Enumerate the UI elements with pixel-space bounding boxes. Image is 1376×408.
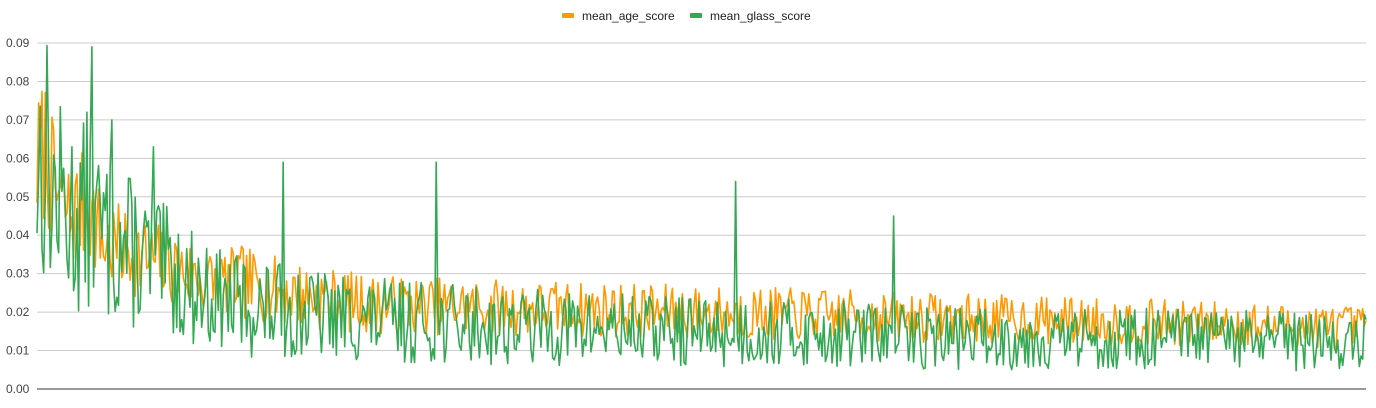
series-line-mean-glass-score <box>36 44 1367 372</box>
legend-label-glass: mean_glass_score <box>710 9 811 23</box>
y-tick-label: 0.03 <box>6 267 30 281</box>
y-tick-label: 0.00 <box>6 382 30 396</box>
legend-item-glass[interactable]: mean_glass_score <box>690 9 811 23</box>
legend-label-age: mean_age_score <box>582 9 675 23</box>
gridlines <box>37 42 1366 352</box>
y-tick-label: 0.04 <box>6 228 30 242</box>
legend-swatch-glass <box>690 13 702 18</box>
series-layer <box>36 44 1367 372</box>
legend: mean_age_score mean_glass_score <box>562 9 811 23</box>
y-tick-label: 0.09 <box>6 36 30 50</box>
y-tick-label: 0.08 <box>6 74 30 88</box>
y-tick-label: 0.05 <box>6 190 30 204</box>
legend-swatch-age <box>562 13 574 18</box>
series-line-mean-age-score <box>36 90 1367 350</box>
y-tick-label: 0.02 <box>6 305 30 319</box>
y-tick-label: 0.06 <box>6 151 30 165</box>
y-tick-label: 0.07 <box>6 113 30 127</box>
y-tick-label: 0.01 <box>6 344 30 358</box>
legend-item-age[interactable]: mean_age_score <box>562 9 675 23</box>
y-axis-tick-labels: 0.00 0.01 0.02 0.03 0.04 0.05 0.06 0.07 0.08 0.09 <box>6 36 30 396</box>
